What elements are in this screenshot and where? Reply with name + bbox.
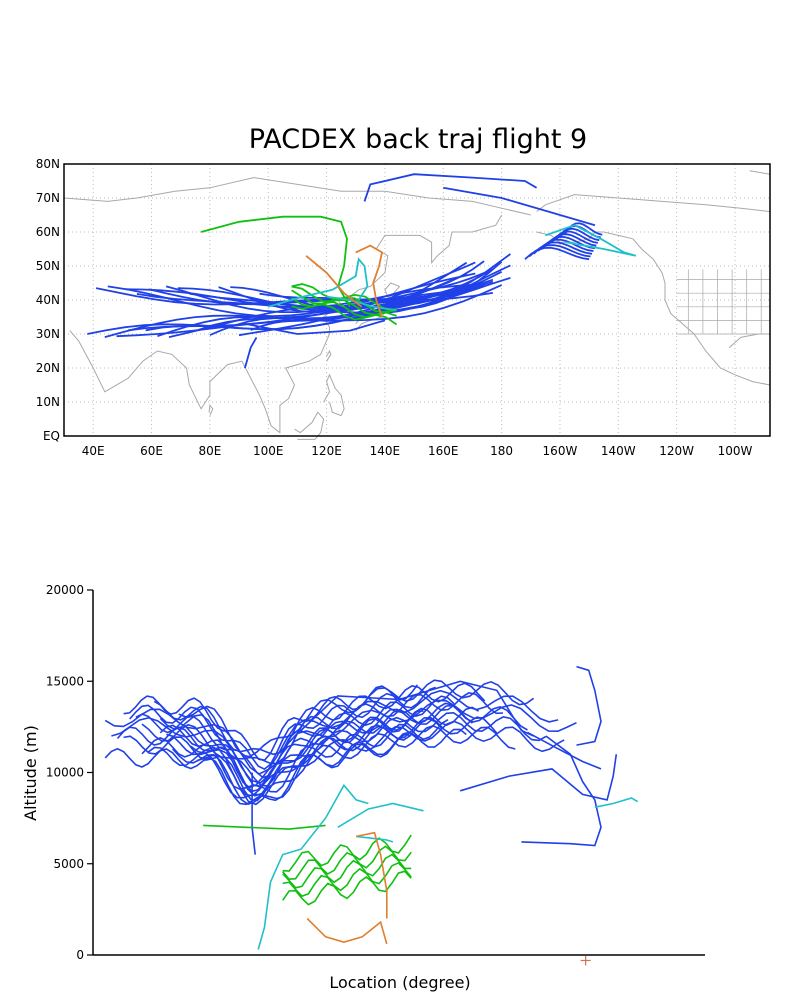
map-x-tick: 160W <box>543 444 578 458</box>
altitude-line-blue <box>184 702 528 788</box>
trajectory-green <box>291 285 397 314</box>
trajectory-green <box>200 215 351 308</box>
altitude-y-axis-label: Altitude (m) <box>21 725 40 821</box>
altitude-line-blue <box>576 665 602 746</box>
trajectory-blue <box>125 283 476 309</box>
coastline <box>749 170 771 175</box>
altitude-line-cyan <box>356 835 394 843</box>
map-x-tick: 120W <box>659 444 694 458</box>
altitude-line-blue <box>141 719 449 793</box>
map-frame <box>63 163 771 437</box>
map-y-tick: 40N <box>36 293 60 307</box>
trajectory-blue <box>165 280 494 314</box>
map-y-tick: 30N <box>36 327 60 341</box>
map-x-tick-labels: 40E 60E 80E 100E 120E 140E 160E 180 160W 140W 120W… <box>82 444 753 458</box>
coastline <box>326 349 332 362</box>
map-y-tick-labels: EQ 10N 20N 30N 40N 50N 60N 70N 80N <box>36 157 60 443</box>
altitude-y-tick: 20000 <box>46 583 84 597</box>
map-x-tick: 40E <box>82 444 105 458</box>
map-y-tick: 60N <box>36 225 60 239</box>
altitude-line-green <box>203 824 326 830</box>
trajectory-blue <box>116 284 502 338</box>
trajectory-blue <box>443 186 596 227</box>
map-coastlines <box>63 170 771 440</box>
altitude-line-orange <box>356 831 388 919</box>
map-title: PACDEX back traj flight 9 <box>249 124 588 155</box>
altitude-line-blue <box>196 720 565 806</box>
altitude-x-axis-label: Location (degree) <box>329 973 470 992</box>
altitude-y-tick-labels: 0 5000 10000 15000 20000 <box>46 583 93 962</box>
trajectory-blue <box>244 336 258 369</box>
map-x-tick: 160E <box>428 444 459 458</box>
altitude-line-blue <box>172 724 516 806</box>
altitude-line-blue <box>527 731 602 770</box>
trajectory-blue <box>244 319 386 335</box>
trajectory-blue <box>177 272 476 309</box>
altitude-line-orange <box>306 917 388 945</box>
trajectory-blue <box>238 261 503 337</box>
altitude-line-cyan <box>594 797 639 808</box>
map-x-tick: 180 <box>490 444 513 458</box>
map-trajectories <box>87 173 637 369</box>
trajectory-blue <box>145 283 485 332</box>
map-y-tick: EQ <box>43 429 60 443</box>
trajectory-green <box>291 297 397 319</box>
coastline <box>69 214 503 434</box>
map-y-tick: 20N <box>36 361 60 375</box>
altitude-line-blue <box>459 754 618 801</box>
altitude-line-green <box>282 845 412 881</box>
altitude-line-blue <box>129 686 436 771</box>
altitude-line-blue <box>521 735 602 847</box>
altitude-line-cyan <box>337 802 424 828</box>
altitude-line-blue <box>294 680 534 737</box>
coastline <box>536 194 771 213</box>
altitude-line-green <box>282 870 412 906</box>
altitude-line-blue <box>104 689 559 775</box>
map-x-tick: 100W <box>718 444 753 458</box>
altitude-y-tick: 15000 <box>46 674 84 688</box>
trajectory-orange <box>355 244 384 318</box>
map-x-tick: 140E <box>370 444 401 458</box>
map-x-tick: 120E <box>311 444 342 458</box>
trajectory-orange <box>305 255 363 308</box>
coastline <box>63 177 531 216</box>
altitude-line-cyan <box>257 783 369 950</box>
altitude-y-tick: 10000 <box>46 766 84 780</box>
trajectory-cyan <box>545 224 637 257</box>
map-y-tick: 10N <box>36 395 60 409</box>
map-y-tick: 50N <box>36 259 60 273</box>
altitude-line-green <box>282 853 412 889</box>
altitude-y-tick: 0 <box>76 948 84 962</box>
map-x-tick: 80E <box>198 444 221 458</box>
map-x-tick: 140W <box>601 444 636 458</box>
altitude-line-blue <box>159 706 480 789</box>
map-y-tick: 70N <box>36 191 60 205</box>
coastline <box>208 404 214 416</box>
trajectory-cyan <box>326 295 397 312</box>
map-x-tick: 60E <box>140 444 163 458</box>
altitude-line-green <box>282 834 412 872</box>
map-y-tick: 80N <box>36 157 60 171</box>
altitude-line-green <box>282 861 412 898</box>
map-x-tick: 100E <box>253 444 284 458</box>
altitude-y-tick: 5000 <box>53 857 84 871</box>
trajectory-blue <box>104 285 467 338</box>
coastline <box>323 373 345 417</box>
altitude-line-blue <box>135 695 455 779</box>
altitude-trajectories <box>104 665 639 950</box>
altitude-line-blue <box>111 699 577 784</box>
altitude-marker-cross <box>580 955 591 966</box>
trajectory-green <box>291 303 398 326</box>
trajectory-blue <box>157 273 467 338</box>
trajectory-cyan <box>267 257 369 308</box>
coastline <box>294 411 325 440</box>
trajectory-blue <box>363 173 538 202</box>
altitude-line-blue <box>190 711 547 797</box>
altitude-line-blue <box>166 716 498 797</box>
